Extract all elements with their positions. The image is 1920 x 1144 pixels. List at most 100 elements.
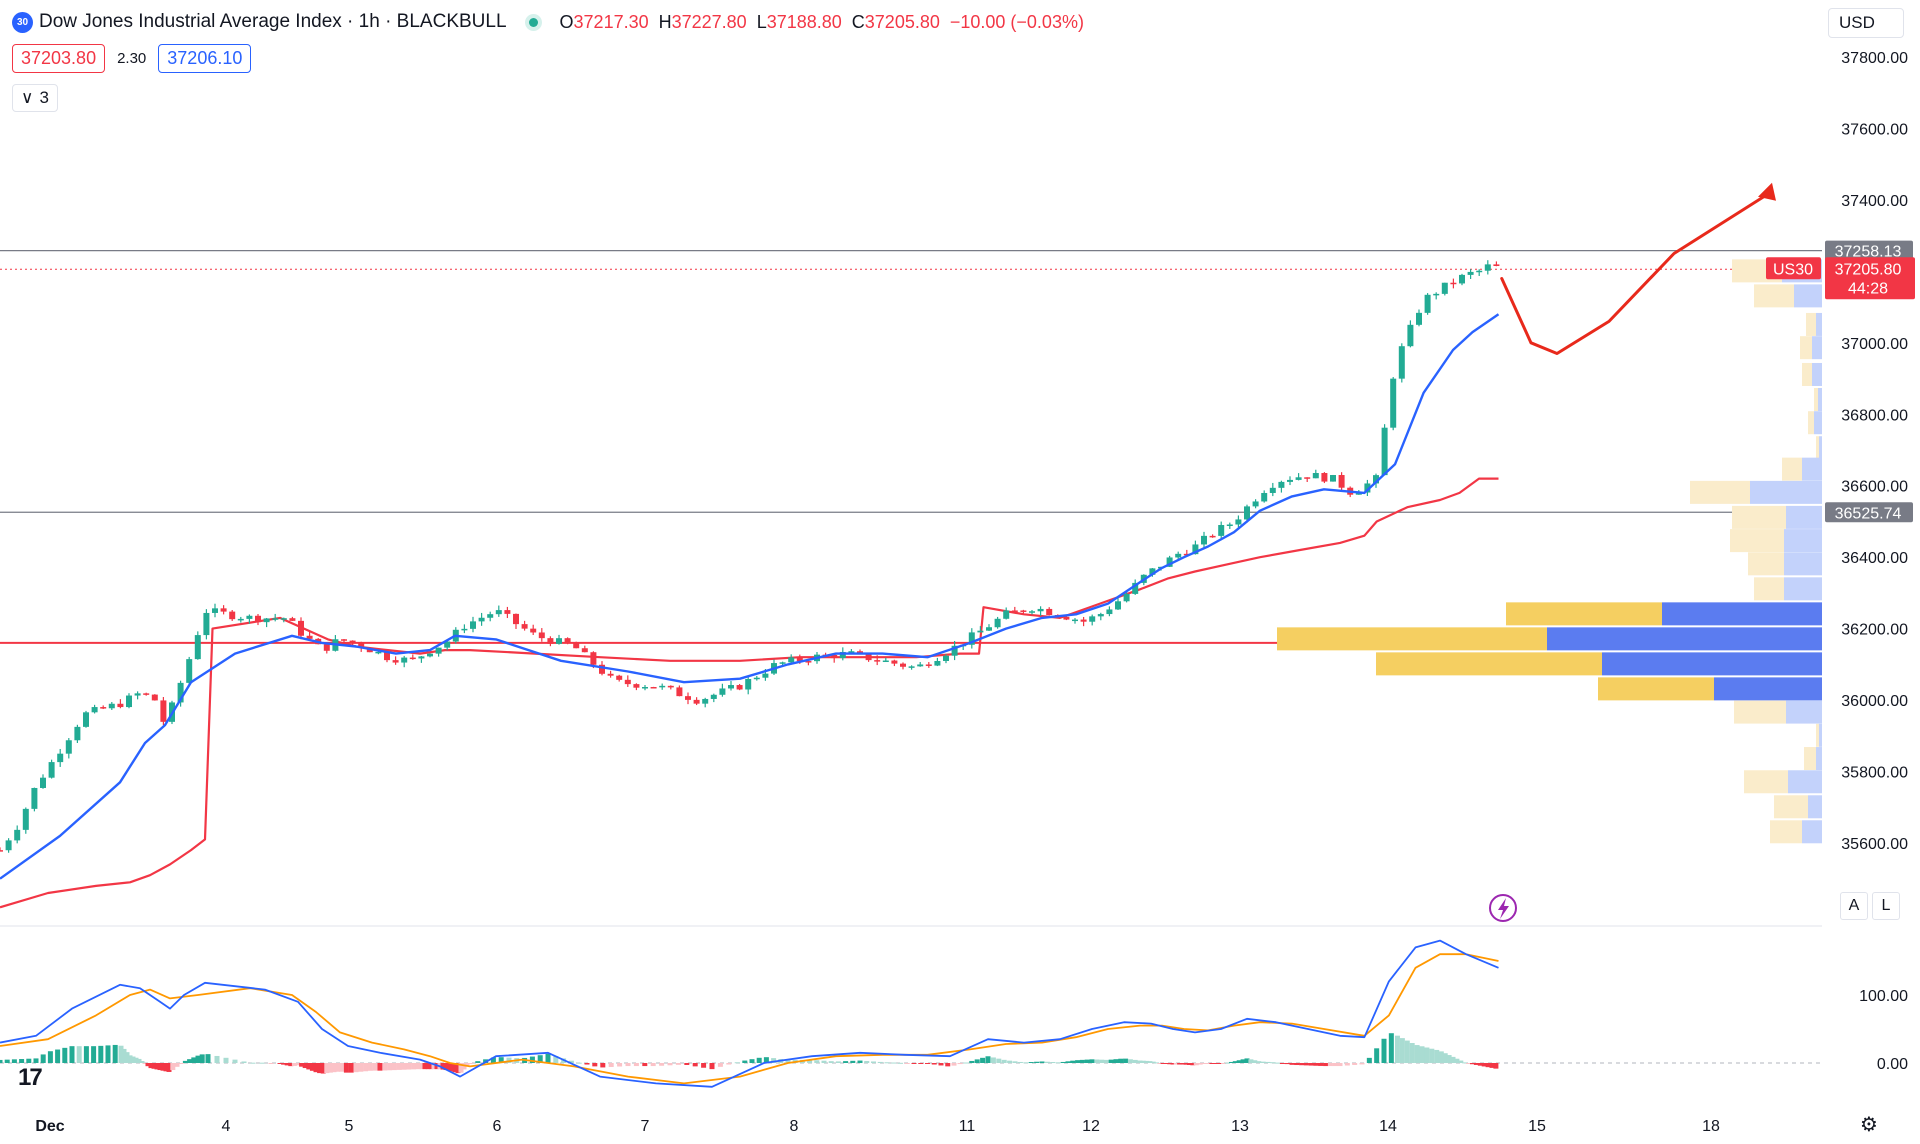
candle-body — [796, 657, 803, 662]
candle-body — [1416, 312, 1422, 325]
candle-body — [1398, 346, 1405, 379]
volume-profile-buy-bar — [1786, 700, 1822, 724]
macd-histogram-bar — [1284, 1063, 1290, 1065]
candle-body — [719, 688, 726, 695]
macd-histogram-bar — [1225, 1062, 1230, 1064]
chart-title[interactable]: Dow Jones Industrial Average Index · 1h … — [39, 11, 507, 32]
macd-histogram-bar — [1434, 1049, 1440, 1063]
candle-body — [848, 651, 855, 653]
macd-histogram-bar — [1070, 1060, 1076, 1063]
candle-body — [624, 679, 631, 685]
candle-body — [1149, 568, 1156, 575]
macd-histogram-bar — [281, 1063, 287, 1065]
macd-histogram-bar — [382, 1063, 388, 1071]
macd-histogram-bar — [452, 1063, 458, 1073]
macd-histogram-bar — [974, 1059, 980, 1063]
indicators-toggle[interactable]: ∨ 3 — [12, 84, 58, 112]
candle-body — [1046, 608, 1053, 616]
candle-body — [349, 640, 356, 644]
tradingview-logo-icon[interactable]: 17 — [18, 1064, 43, 1091]
candle-body — [1450, 282, 1457, 285]
candle-body — [917, 664, 924, 667]
macd-tick-label: 100.00 — [1859, 988, 1908, 1005]
macd-histogram-bar — [633, 1063, 639, 1067]
candle-body — [1106, 609, 1113, 615]
macd-histogram-bar — [343, 1063, 349, 1073]
macd-histogram-bar — [1399, 1038, 1405, 1063]
price-tick-label: 36800.00 — [1841, 407, 1908, 424]
macd-histogram-bar — [1308, 1063, 1314, 1066]
candle-body — [1209, 535, 1216, 538]
macd-histogram-bar — [387, 1063, 393, 1071]
candle-body — [753, 677, 760, 680]
macd-histogram-bar — [709, 1063, 715, 1070]
vwap-line — [0, 477, 1499, 909]
gear-icon[interactable]: ⚙ — [1860, 1114, 1878, 1136]
ohlc-close-label: C — [851, 11, 865, 32]
candle-body — [1390, 378, 1397, 428]
chart-header: 30 Dow Jones Industrial Average Index · … — [12, 10, 1084, 34]
candle-body — [1493, 264, 1500, 267]
volume-profile-sell-bar — [1754, 577, 1784, 601]
macd-histogram-bar — [277, 1063, 283, 1064]
candle-body — [280, 618, 287, 620]
auto-scale-button[interactable]: A — [1840, 892, 1868, 920]
candle-body — [1304, 477, 1311, 479]
macd-histogram-bar — [1147, 1061, 1153, 1063]
alert-icon[interactable] — [1489, 894, 1517, 922]
candle-body — [831, 654, 838, 659]
macd-histogram-bar — [584, 1063, 590, 1065]
candle-body — [650, 687, 657, 689]
macd-histogram-bar — [174, 1063, 180, 1067]
macd-histogram-bar — [1466, 1063, 1472, 1064]
currency-selector[interactable]: USD — [1828, 8, 1904, 38]
support-price-tag: 36525.74 — [1835, 505, 1902, 522]
macd-histogram-bar — [891, 1062, 897, 1064]
macd-histogram-bar — [1007, 1060, 1013, 1063]
volume-profile-buy-bar — [1784, 577, 1822, 601]
macd-histogram-bar — [828, 1061, 834, 1063]
candle-body — [693, 699, 700, 704]
candle-body — [5, 840, 12, 851]
macd-histogram-bar — [756, 1057, 762, 1063]
macd-histogram-bar — [187, 1059, 193, 1063]
macd-histogram-bar — [130, 1056, 136, 1063]
volume-profile-buy-bar — [1786, 505, 1822, 529]
macd-histogram-bar — [1228, 1061, 1234, 1063]
macd-histogram-bar — [142, 1063, 148, 1064]
candle-body — [968, 632, 975, 645]
buy-price-button[interactable]: 37206.10 — [158, 44, 252, 73]
chevron-down-icon: ∨ — [21, 88, 34, 107]
symbol-badge[interactable]: 30 — [12, 11, 33, 33]
log-scale-button[interactable]: L — [1872, 892, 1900, 920]
macd-histogram-bar — [112, 1044, 118, 1063]
candle-body — [1364, 483, 1371, 493]
ohlc-readout: O37217.30 H37227.80 L37188.80 C37205.80 … — [560, 12, 1084, 33]
macd-histogram-bar — [1144, 1060, 1150, 1063]
candle-body — [513, 613, 519, 625]
candle-body — [1072, 619, 1078, 622]
macd-histogram-bar — [617, 1063, 623, 1067]
price-tick-label: 35800.00 — [1841, 765, 1908, 782]
macd-histogram-bar — [127, 1055, 133, 1063]
macd-histogram-bar — [0, 1059, 3, 1063]
macd-histogram-bar — [1163, 1063, 1169, 1064]
candle-body — [1484, 264, 1491, 271]
sell-price-button[interactable]: 37203.80 — [12, 44, 106, 73]
macd-histogram-bar — [1409, 1043, 1415, 1063]
candle-body — [323, 644, 330, 651]
volume-profile-sell-bar — [1814, 387, 1818, 411]
macd-histogram-bar — [425, 1063, 431, 1070]
candle-body — [779, 662, 786, 664]
macd-histogram-bar — [121, 1048, 127, 1063]
macd-histogram-bar — [1084, 1059, 1090, 1063]
macd-histogram-bar — [742, 1060, 748, 1063]
candle-body — [762, 673, 769, 678]
candle-body — [375, 651, 382, 654]
macd-histogram-bar — [464, 1063, 470, 1067]
macd-histogram-bar — [1303, 1063, 1309, 1066]
candle-body — [642, 687, 648, 689]
macd-histogram-bar — [1381, 1038, 1387, 1063]
candle-body — [203, 612, 210, 636]
